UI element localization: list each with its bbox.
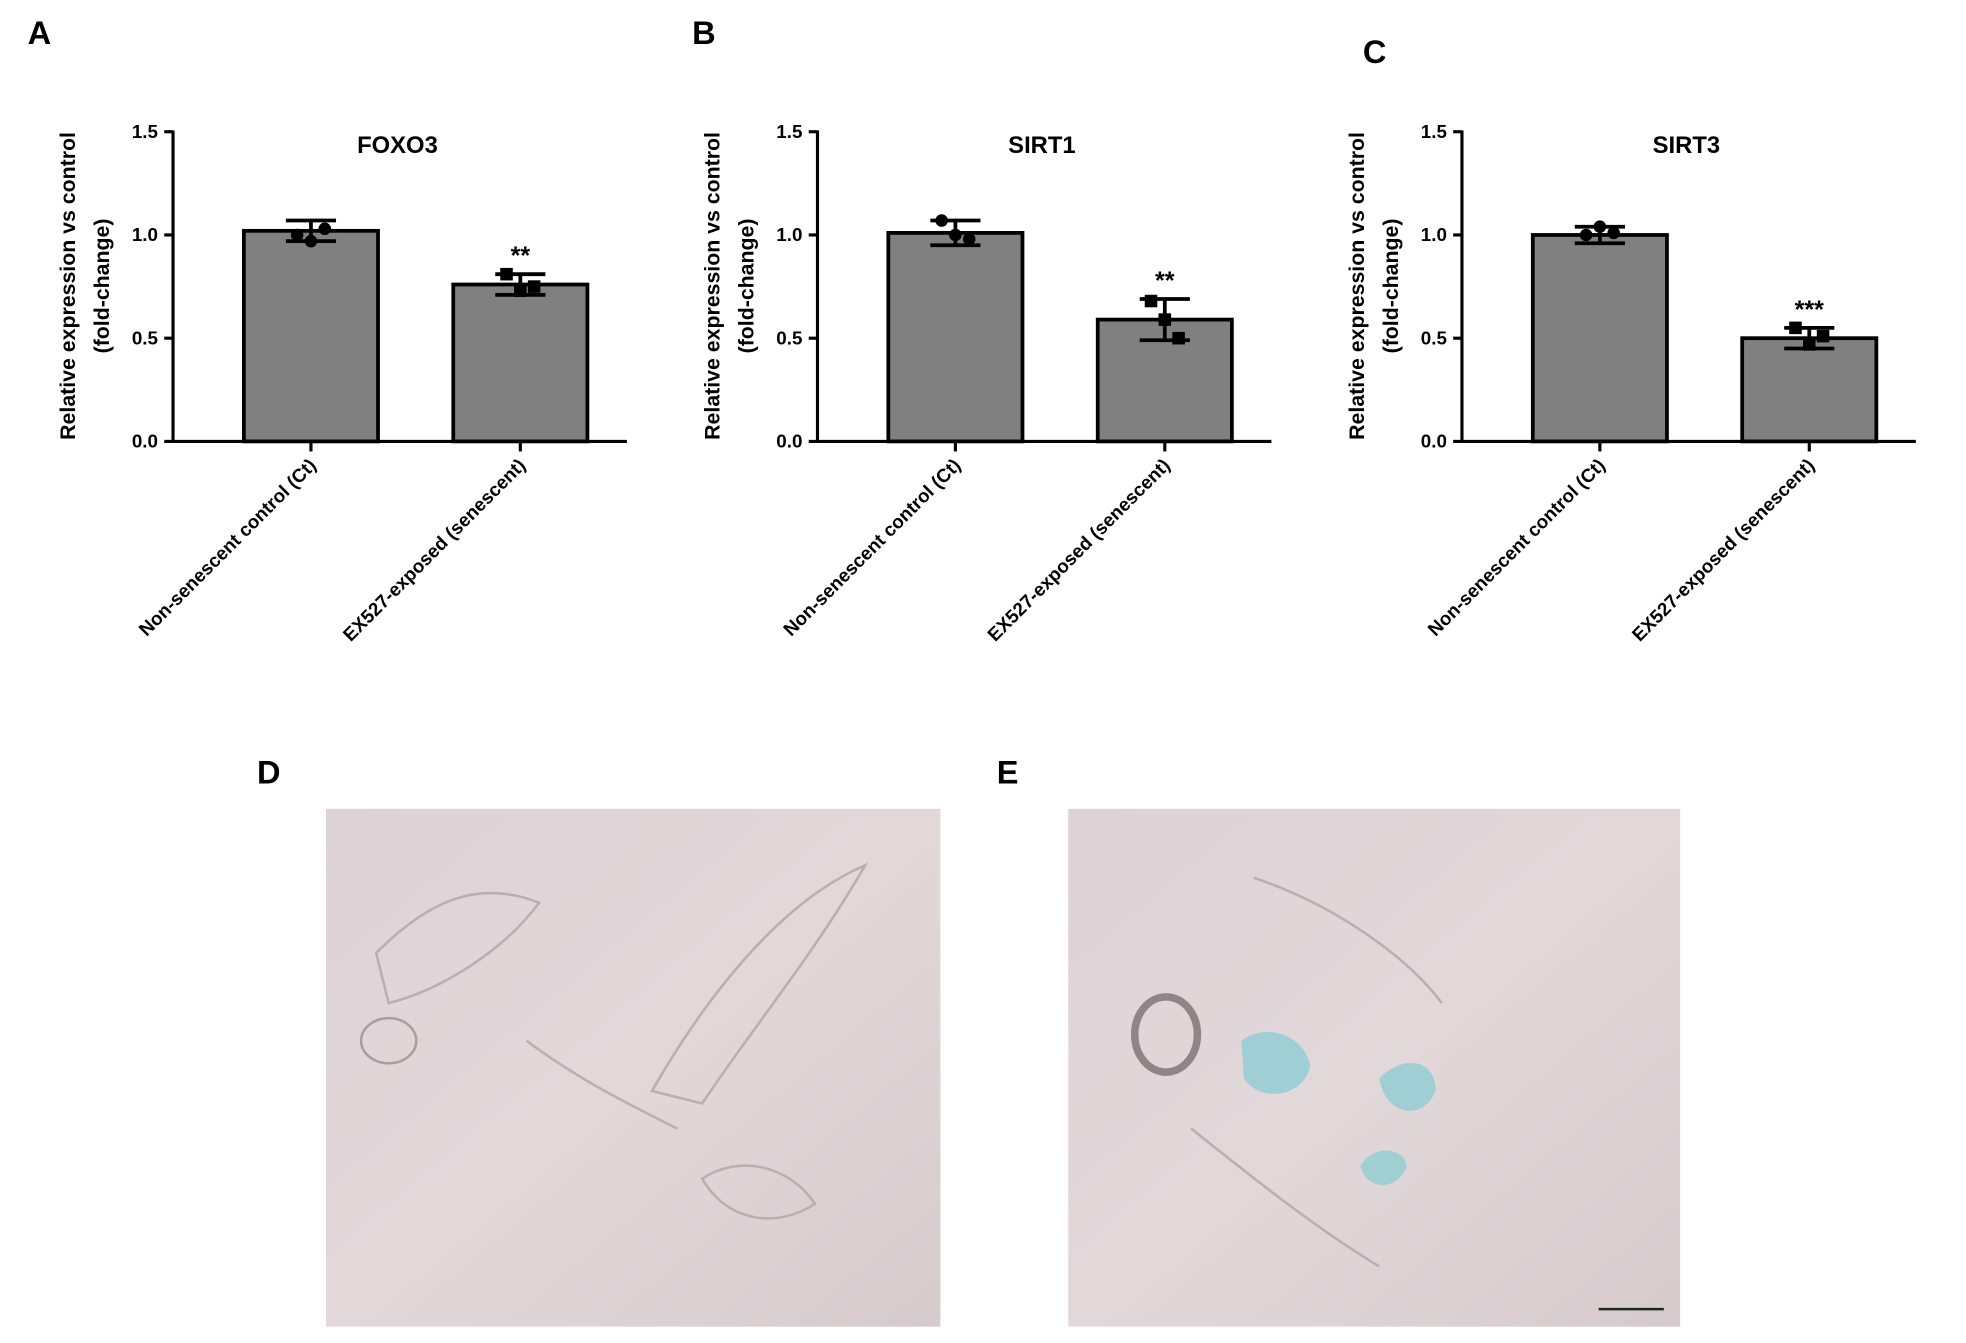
micrograph — [1068, 808, 1681, 1327]
y-tick-label: 1.0 — [132, 224, 158, 245]
panel-label: C — [1363, 33, 1387, 70]
bar — [451, 282, 590, 444]
data-point — [1607, 226, 1620, 240]
y-tick-label: 0.5 — [1421, 327, 1447, 348]
data-point — [304, 234, 318, 248]
y-tick-label: 0.5 — [132, 327, 158, 348]
panel-label: E — [997, 754, 1019, 791]
data-point — [1144, 294, 1158, 308]
x-tick-label: Non-senescent control (Ct) — [779, 454, 964, 639]
cells — [359, 862, 869, 1220]
bar — [886, 231, 1025, 444]
y-tick-label: 0.5 — [776, 327, 802, 348]
bar — [241, 228, 380, 444]
data-point — [500, 267, 513, 281]
data-point — [962, 232, 976, 246]
data-point — [1789, 321, 1802, 335]
data-point — [1803, 338, 1816, 351]
data-point — [1172, 331, 1185, 345]
y-tick-label: 1.0 — [1421, 224, 1447, 245]
data-point — [949, 228, 962, 242]
panel-label: A — [28, 14, 52, 51]
y-tick-label: 1.0 — [776, 224, 802, 245]
panel-label: B — [692, 14, 716, 51]
error-bar — [1139, 297, 1190, 343]
data-point — [1579, 228, 1593, 242]
error-bar — [285, 218, 337, 244]
error-bar — [1784, 325, 1835, 351]
data-point — [527, 280, 541, 293]
data-point — [318, 222, 332, 236]
data-point — [1158, 313, 1172, 326]
y-tick-label: 1.5 — [776, 121, 802, 142]
y-tick-label: 1.5 — [1421, 121, 1447, 142]
x-tick-label: EX527-exposed (senescent) — [983, 454, 1174, 645]
data-point — [290, 228, 304, 242]
y-axis-label: (fold-change) — [90, 219, 114, 354]
y-axis-label: Relative expression vs control — [56, 132, 80, 440]
y-tick-label: 0.0 — [776, 431, 802, 452]
significance: ** — [1155, 267, 1175, 295]
y-axis-label: (fold-change) — [1379, 219, 1403, 354]
y-tick-label: 0.0 — [1421, 431, 1447, 452]
data-point — [1593, 220, 1607, 233]
data-point — [514, 284, 527, 297]
panel-label: D — [257, 754, 281, 791]
significance: ** — [511, 242, 531, 270]
bar — [1095, 317, 1234, 444]
cells — [1130, 876, 1443, 1268]
y-axis-label: Relative expression vs control — [1345, 132, 1369, 440]
chart-title: SIRT1 — [1008, 132, 1075, 159]
y-axis-label: (fold-change) — [735, 219, 759, 354]
chart-title: SIRT3 — [1653, 132, 1720, 159]
significance: *** — [1795, 296, 1825, 324]
x-tick-label: EX527-exposed (senescent) — [339, 454, 530, 645]
x-tick-label: Non-senescent control (Ct) — [1424, 454, 1609, 639]
data-point — [935, 214, 948, 227]
chart-title: FOXO3 — [357, 132, 438, 159]
error-bar — [930, 218, 981, 248]
bar — [1740, 336, 1879, 444]
micrograph — [325, 808, 941, 1327]
y-axis-label: Relative expression vs control — [701, 132, 725, 440]
bar — [1530, 233, 1669, 444]
y-tick-label: 0.0 — [132, 431, 158, 452]
x-tick-label: Non-senescent control (Ct) — [135, 454, 320, 639]
x-tick-label: EX527-exposed (senescent) — [1628, 454, 1819, 645]
data-point — [1816, 329, 1830, 343]
y-tick-label: 1.5 — [132, 121, 158, 142]
error-bar — [495, 272, 546, 297]
